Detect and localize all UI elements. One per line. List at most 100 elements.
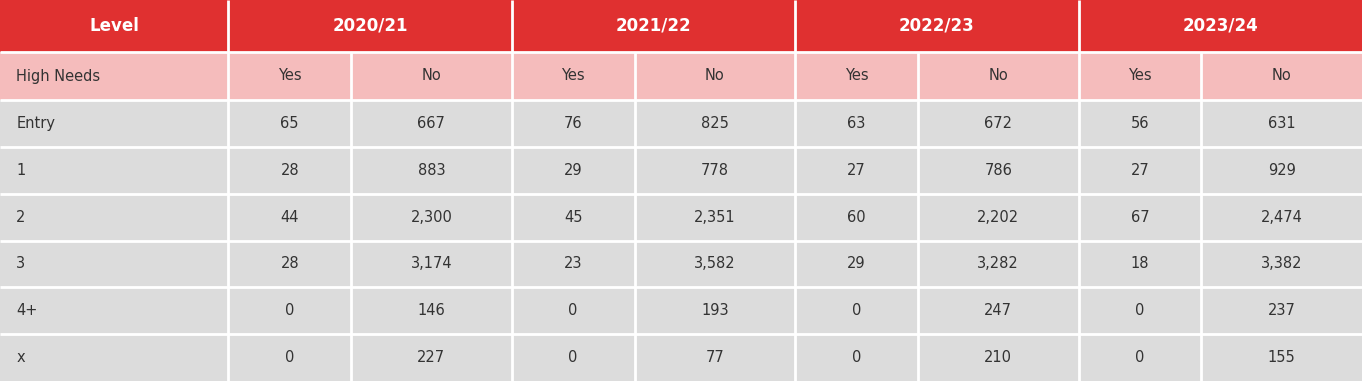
Bar (0, 287, 229, 334)
Bar (512, 287, 635, 334)
Bar (1201, 147, 1362, 194)
Text: 27: 27 (1130, 163, 1150, 178)
Bar (512, 194, 635, 240)
Text: 4+: 4+ (16, 303, 38, 318)
Text: 3,382: 3,382 (1261, 256, 1302, 271)
Text: Yes: Yes (278, 69, 301, 83)
Bar (1201, 240, 1362, 287)
Text: No: No (706, 69, 725, 83)
Text: 2020/21: 2020/21 (332, 17, 407, 35)
Bar (512, 0, 795, 52)
Text: 237: 237 (1268, 303, 1295, 318)
Bar (795, 0, 1079, 52)
Text: 44: 44 (281, 210, 300, 224)
Text: 0: 0 (285, 303, 294, 318)
Text: 825: 825 (701, 116, 729, 131)
Text: 3: 3 (16, 256, 26, 271)
Text: 672: 672 (985, 116, 1012, 131)
Text: 247: 247 (985, 303, 1012, 318)
Bar (795, 194, 918, 240)
Text: Yes: Yes (844, 69, 869, 83)
Bar (0, 52, 229, 100)
Bar (0, 0, 229, 52)
Text: No: No (422, 69, 441, 83)
Bar (1079, 334, 1201, 381)
Text: 0: 0 (851, 350, 861, 365)
Text: 2,351: 2,351 (695, 210, 735, 224)
Bar (635, 194, 795, 240)
Text: 2023/24: 2023/24 (1182, 17, 1258, 35)
Text: 28: 28 (281, 163, 300, 178)
Bar (229, 194, 351, 240)
Bar (351, 100, 512, 147)
Bar (795, 100, 918, 147)
Text: 29: 29 (564, 163, 583, 178)
Bar (918, 240, 1079, 287)
Bar (0, 194, 229, 240)
Bar (918, 100, 1079, 147)
Text: 667: 667 (418, 116, 445, 131)
Bar (229, 287, 351, 334)
Bar (795, 147, 918, 194)
Bar (635, 240, 795, 287)
Bar (795, 240, 918, 287)
Text: 0: 0 (1136, 303, 1144, 318)
Bar (635, 287, 795, 334)
Text: No: No (989, 69, 1008, 83)
Text: 56: 56 (1130, 116, 1150, 131)
Text: 1: 1 (16, 163, 26, 178)
Text: 45: 45 (564, 210, 583, 224)
Bar (512, 147, 635, 194)
Bar (918, 287, 1079, 334)
Text: 3,174: 3,174 (410, 256, 452, 271)
Text: 29: 29 (847, 256, 866, 271)
Text: 77: 77 (706, 350, 725, 365)
Text: 155: 155 (1268, 350, 1295, 365)
Bar (512, 52, 635, 100)
Bar (1079, 100, 1201, 147)
Bar (229, 240, 351, 287)
Text: 0: 0 (568, 303, 577, 318)
Text: 2,474: 2,474 (1261, 210, 1302, 224)
Text: 631: 631 (1268, 116, 1295, 131)
Text: 0: 0 (1136, 350, 1144, 365)
Bar (1201, 194, 1362, 240)
Bar (229, 0, 512, 52)
Bar (0, 147, 229, 194)
Text: No: No (1272, 69, 1291, 83)
Text: 0: 0 (568, 350, 577, 365)
Text: 883: 883 (418, 163, 445, 178)
Text: Entry: Entry (16, 116, 56, 131)
Bar (795, 52, 918, 100)
Bar (1201, 287, 1362, 334)
Text: 27: 27 (847, 163, 866, 178)
Bar (918, 194, 1079, 240)
Text: 28: 28 (281, 256, 300, 271)
Bar (635, 100, 795, 147)
Text: Level: Level (90, 17, 139, 35)
Bar (229, 334, 351, 381)
Text: 63: 63 (847, 116, 866, 131)
Bar (0, 100, 229, 147)
Bar (1079, 0, 1362, 52)
Text: 2: 2 (16, 210, 26, 224)
Bar (918, 147, 1079, 194)
Bar (635, 52, 795, 100)
Text: 23: 23 (564, 256, 583, 271)
Text: Yes: Yes (561, 69, 584, 83)
Text: 786: 786 (985, 163, 1012, 178)
Bar (351, 334, 512, 381)
Text: 3,582: 3,582 (695, 256, 735, 271)
Bar (512, 100, 635, 147)
Bar (229, 100, 351, 147)
Text: High Needs: High Needs (16, 69, 101, 83)
Bar (351, 194, 512, 240)
Bar (1079, 194, 1201, 240)
Bar (1201, 100, 1362, 147)
Bar (0, 240, 229, 287)
Text: 76: 76 (564, 116, 583, 131)
Text: 2,300: 2,300 (410, 210, 452, 224)
Text: 60: 60 (847, 210, 866, 224)
Text: 18: 18 (1130, 256, 1150, 271)
Bar (351, 240, 512, 287)
